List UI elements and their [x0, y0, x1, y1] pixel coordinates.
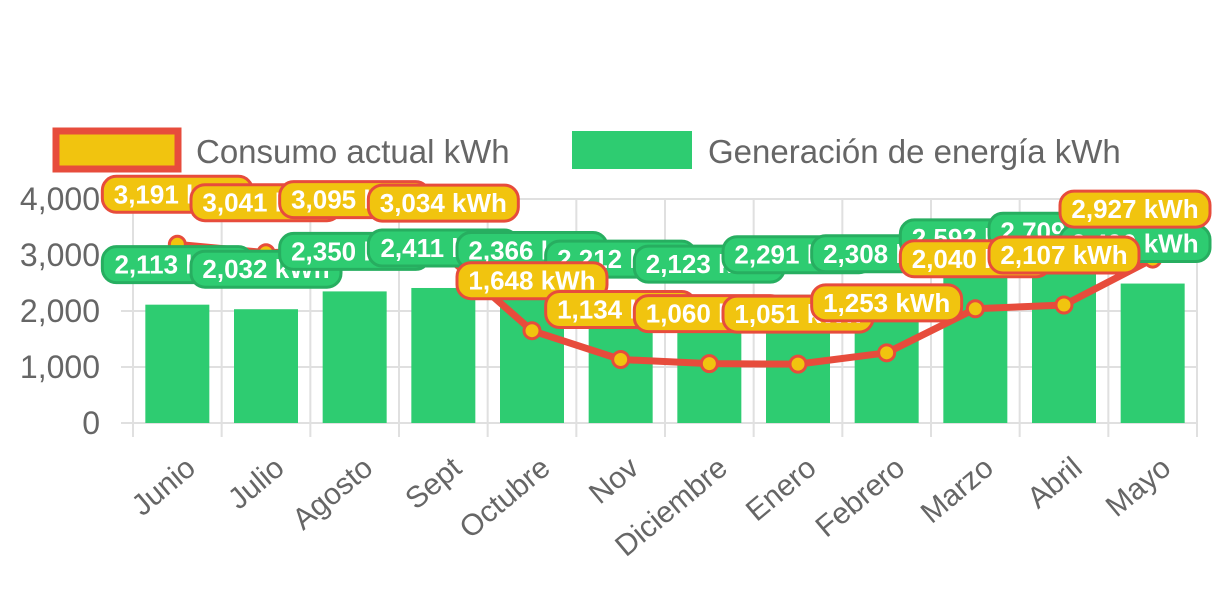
legend-swatch-generacion[interactable]: [572, 131, 692, 169]
line-point[interactable]: [1054, 295, 1074, 315]
line-data-label-bg: [455, 261, 609, 301]
ytick-label: 1,000: [20, 349, 100, 385]
line-data-label: 1,253 kWh: [823, 288, 950, 318]
line-data-label: 3,034 kWh: [380, 188, 507, 218]
line-point[interactable]: [877, 343, 897, 363]
legend: Consumo actual kWh Generación de energía…: [52, 127, 1121, 173]
xtick-label: Nov: [583, 451, 645, 511]
xtick-label: Sept: [399, 451, 468, 516]
xtick-label: Agosto: [286, 451, 379, 536]
ytick-label: 3,000: [20, 237, 100, 273]
xtick-label: Octubre: [454, 451, 557, 545]
line-point[interactable]: [788, 354, 808, 374]
ytick-label: 4,000: [20, 181, 100, 217]
line-data-label-bg: [987, 235, 1141, 275]
xtick-label: Junio: [126, 451, 202, 522]
legend-label-consumo: Consumo actual kWh: [196, 133, 510, 170]
line-point[interactable]: [522, 321, 542, 341]
bar[interactable]: [322, 291, 387, 423]
bar[interactable]: [1120, 283, 1185, 423]
line-data-label-bg: [1058, 189, 1212, 229]
line-data-label: 2,927 kWh: [1071, 194, 1198, 224]
xtick-label: Julio: [222, 451, 290, 516]
bar[interactable]: [234, 309, 298, 423]
xtick-label: Marzo: [915, 451, 1000, 530]
bar[interactable]: [145, 304, 210, 423]
legend-label-generacion: Generación de energía kWh: [708, 133, 1121, 170]
ytick-label: 0: [82, 405, 100, 441]
xtick-label: Mayo: [1100, 451, 1177, 523]
bar[interactable]: [411, 287, 476, 423]
xtick-label: Enero: [740, 451, 823, 528]
line-data-label: 2,107 kWh: [1000, 240, 1127, 270]
line-point[interactable]: [965, 299, 985, 319]
xtick-label: Abril: [1021, 451, 1088, 515]
line-data-label-bg: [366, 183, 520, 223]
xtick-label: Febrero: [809, 451, 911, 544]
line-point[interactable]: [699, 354, 719, 374]
ytick-label: 2,000: [20, 293, 100, 329]
line-point[interactable]: [611, 349, 631, 369]
bar-series: [145, 271, 1185, 423]
legend-swatch-consumo[interactable]: [52, 127, 182, 173]
line-data-label-bg: [810, 283, 964, 323]
